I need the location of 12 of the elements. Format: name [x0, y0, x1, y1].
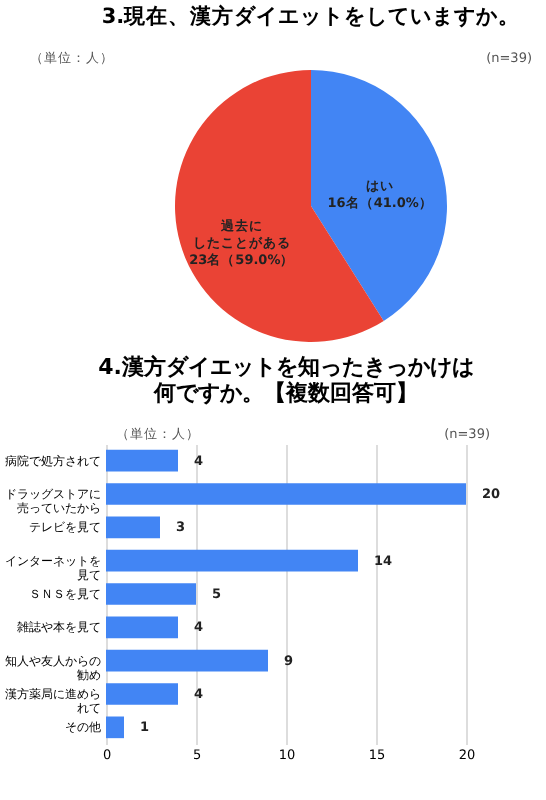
bar	[106, 649, 268, 672]
pie-slice	[311, 70, 447, 321]
bar	[106, 449, 178, 472]
bar	[106, 549, 358, 572]
chart-title: 3.現在、漢方ダイエットをしていますか。	[101, 3, 521, 29]
chart-title: 4.漢方ダイエットを知ったきっかけは何ですか。【複数回答可】	[98, 354, 474, 406]
bar	[106, 716, 124, 739]
bar	[106, 516, 160, 539]
bar	[106, 483, 466, 505]
bar	[106, 616, 178, 639]
bar	[106, 683, 178, 705]
bar	[106, 583, 196, 605]
